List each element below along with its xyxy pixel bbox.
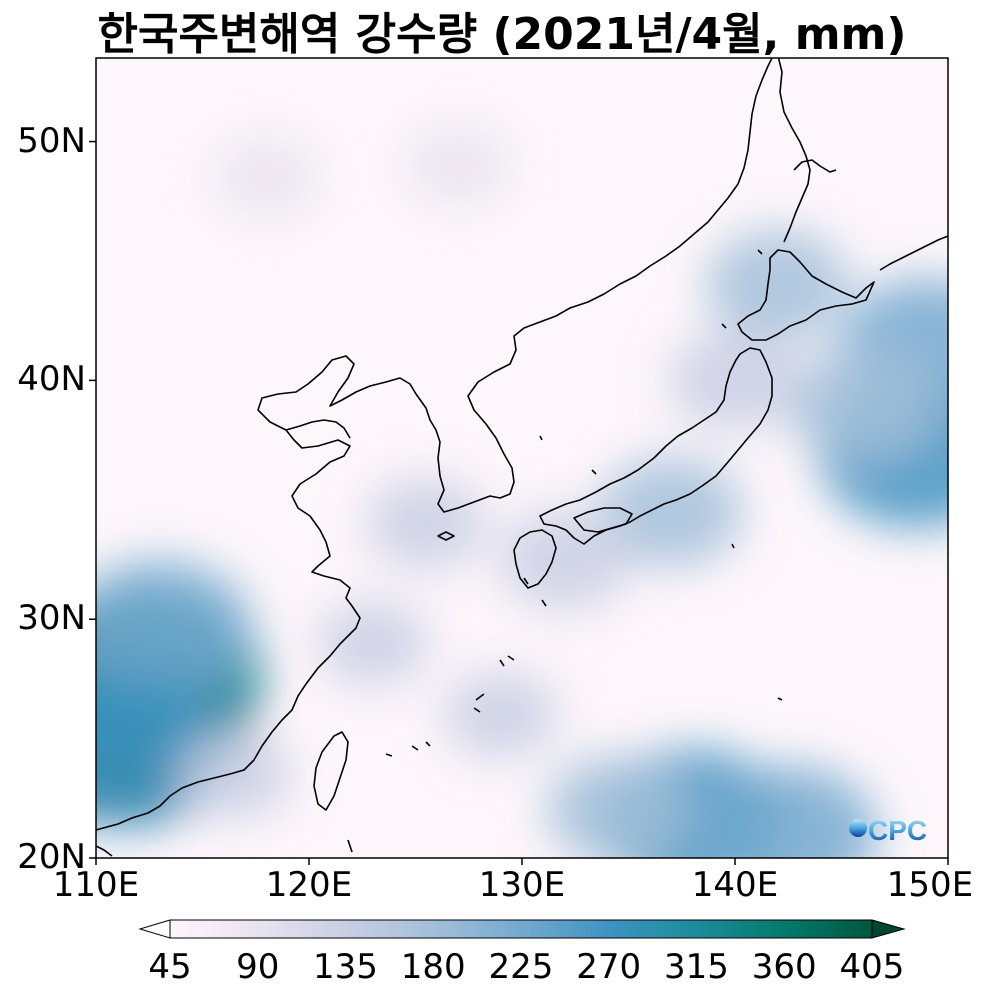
shikoku-coastline: [573, 507, 633, 533]
colorbar: [138, 919, 906, 939]
lat-tick-label: 20N: [17, 837, 86, 877]
colorbar-tick-label: 225: [488, 947, 554, 987]
lat-tick-label: 30N: [17, 598, 86, 639]
lon-tick-label: 140E: [691, 865, 779, 905]
precip-blob: [96, 560, 252, 702]
colorbar-tick-label: 270: [576, 947, 642, 987]
cpc-logo: CPC: [849, 815, 927, 846]
lat-tick-label: 40N: [17, 359, 86, 400]
precip-blob: [404, 124, 512, 207]
colorbar-tick-label: 135: [313, 947, 378, 987]
axis-ticks: [89, 140, 949, 865]
lon-tick-label: 130E: [478, 865, 566, 905]
colorbar-extend-high: [871, 919, 906, 939]
lon-tick-label: 110E: [52, 865, 140, 905]
precip-blob: [545, 754, 690, 858]
kyushu-coastline: [513, 529, 557, 589]
taiwan-coastline: [313, 731, 349, 811]
cpc-logo-text: CPC: [868, 815, 927, 846]
coastlines: [96, 58, 948, 857]
precip-blob: [599, 456, 744, 568]
precipitation-field: [96, 124, 948, 858]
precip-blob: [316, 599, 430, 687]
jeju-island: [437, 531, 455, 541]
small-islands: [347, 249, 783, 853]
kuril-islands: [879, 235, 948, 271]
colorbar-tick-label: 315: [664, 947, 729, 987]
colorbar-extend-low: [138, 919, 171, 939]
precip-blob: [668, 329, 802, 432]
hokkaido-coastline: [737, 249, 875, 341]
precip-blob: [699, 765, 878, 858]
ryukyu-islands: [385, 577, 547, 757]
map-title: 한국주변해역 강수량 (2021년/4월, mm): [97, 9, 907, 60]
mainland-coastline: [96, 58, 773, 831]
lon-tick-label: 150E: [886, 865, 974, 905]
honshu-coastline: [539, 347, 773, 545]
colorbar-tick-label: 180: [400, 947, 466, 987]
colorbar-gradient: [170, 920, 872, 938]
precip-blob: [365, 477, 487, 571]
precip-blob: [787, 346, 938, 462]
colorbar-tick-label: 45: [148, 947, 192, 987]
lon-tick-label: 120E: [265, 865, 353, 905]
shandong-coastline: [285, 419, 351, 439]
colorbar-tick-label: 360: [751, 947, 817, 987]
colorbar-tick-label: 90: [236, 947, 280, 987]
hainan-coastline: [96, 845, 113, 857]
colorbar-frame: [169, 919, 873, 939]
precip-blob: [176, 730, 293, 819]
precip-blob: [442, 670, 559, 760]
lat-tick-label: 50N: [17, 120, 86, 161]
colorbar-tick-label: 405: [839, 947, 905, 987]
precip-blob: [498, 508, 631, 611]
sakhalin-coastline: [777, 58, 837, 243]
precip-blob: [705, 229, 850, 341]
precip-blob: [212, 136, 320, 219]
